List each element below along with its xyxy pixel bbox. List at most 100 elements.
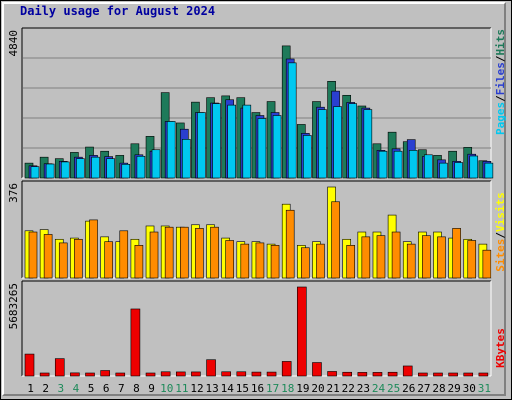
bar-pages-day-12 [197,112,206,179]
legend-middle-part: Visits [494,192,507,232]
bar-kbytes-day-29 [448,372,458,377]
x-tick-label: 3 [58,382,65,395]
bar-sites-day-26 [406,243,416,279]
bar-sites-day-7 [119,230,129,279]
x-tick-label: 25 [387,382,400,395]
legend-top-part: Pages [494,102,507,135]
bar-pages-day-17 [272,115,282,179]
bar-sites-day-18 [285,209,295,279]
bar-pages-day-24 [378,150,388,179]
bar-pages-day-25 [393,150,403,179]
bar-kbytes-day-23 [357,372,368,377]
legend-top-part: Hits [494,29,507,56]
bar-pages-day-7 [121,164,131,179]
bar-sites-day-1 [28,231,38,279]
bar-sites-day-14 [225,240,234,279]
bar-kbytes-day-27 [418,372,428,377]
bar-kbytes-day-30 [463,372,474,377]
bar-sites-day-10 [164,226,174,279]
x-tick-label: 19 [296,382,309,395]
chart-title: Daily usage for August 2024 [20,4,216,18]
x-tick-label: 5 [88,382,95,395]
bar-pages-day-6 [106,158,115,179]
bar-kbytes-day-10 [160,371,171,377]
bar-kbytes-day-5 [85,372,95,377]
bar-pages-day-21 [333,106,342,179]
hits-panel-ymax-label: 4840 [7,30,20,57]
x-tick-label: 23 [357,382,370,395]
bar-sites-day-20 [316,243,325,279]
visits-panel-ymax-label: 376 [7,183,20,203]
bar-kbytes-day-11 [175,371,186,377]
bar-sites-day-29 [452,228,461,279]
x-tick-label: 30 [463,382,476,395]
x-tick-label: 17 [266,382,279,395]
bar-kbytes-day-8 [130,308,141,377]
bar-sites-day-6 [104,241,113,279]
x-tick-label: 8 [133,382,140,395]
bar-pages-day-1 [30,166,40,179]
bar-kbytes-day-25 [387,371,398,377]
x-tick-label: 29 [448,382,461,395]
bar-pages-day-26 [408,150,418,179]
bar-pages-day-13 [212,103,221,179]
bar-sites-day-12 [195,228,204,279]
bar-sites-day-9 [149,231,159,279]
bar-sites-day-4 [74,238,83,279]
bar-pages-day-15 [242,104,252,179]
bar-kbytes-day-18 [281,361,292,377]
bar-sites-day-5 [89,219,98,279]
x-tick-label: 14 [221,382,235,395]
bar-kbytes-day-19 [297,286,307,377]
bar-pages-day-20 [318,109,327,179]
x-tick-label: 18 [281,382,294,395]
bar-kbytes-day-22 [342,371,353,377]
bar-pages-day-22 [348,103,358,179]
bar-pages-day-18 [287,62,297,179]
bar-pages-day-23 [363,109,373,179]
bar-pages-day-30 [469,155,479,179]
bar-kbytes-day-4 [70,372,80,377]
kbytes-panel-ymax-label: 5683265 [7,283,20,329]
bar-kbytes-day-20 [312,362,322,377]
bar-pages-day-10 [166,121,176,179]
bar-pages-day-2 [45,163,55,179]
x-tick-label: 11 [175,382,188,395]
bar-sites-day-13 [210,226,219,279]
x-tick-label: 6 [103,382,110,395]
bar-pages-day-14 [227,104,236,179]
bar-pages-day-29 [454,162,463,179]
bar-kbytes-day-2 [39,372,50,377]
bar-kbytes-day-1 [24,353,35,377]
bar-pages-day-28 [439,162,448,179]
legend-middle-part: / [494,232,507,239]
legend-top-part: / [494,95,507,102]
legend-top: Pages/Files/Hits [494,29,507,135]
bar-sites-day-21 [331,201,340,279]
bar-sites-day-22 [346,245,356,279]
bar-pages-day-9 [151,149,161,179]
bar-sites-day-31 [482,249,492,279]
x-tick-label: 1 [27,382,34,395]
bar-sites-day-15 [240,243,250,279]
bar-kbytes-day-28 [433,372,443,377]
x-tick-label: 21 [327,382,340,395]
bar-sites-day-17 [270,245,280,279]
chart-frame-bevel [2,2,506,396]
bar-sites-day-24 [376,235,386,279]
x-tick-label: 31 [478,382,491,395]
x-tick-label: 13 [205,382,218,395]
bar-kbytes-day-15 [236,371,247,377]
bar-kbytes-day-24 [372,372,383,377]
bar-pages-day-11 [181,139,191,179]
legend-middle: Sites/Visits [494,192,507,272]
x-tick-label: 20 [311,382,324,395]
x-tick-label: 10 [160,382,173,395]
bar-sites-day-28 [437,236,446,279]
bar-kbytes-day-17 [266,371,277,377]
bar-pages-day-19 [303,135,312,179]
bar-sites-day-2 [43,234,53,279]
x-tick-label: 4 [73,382,80,395]
